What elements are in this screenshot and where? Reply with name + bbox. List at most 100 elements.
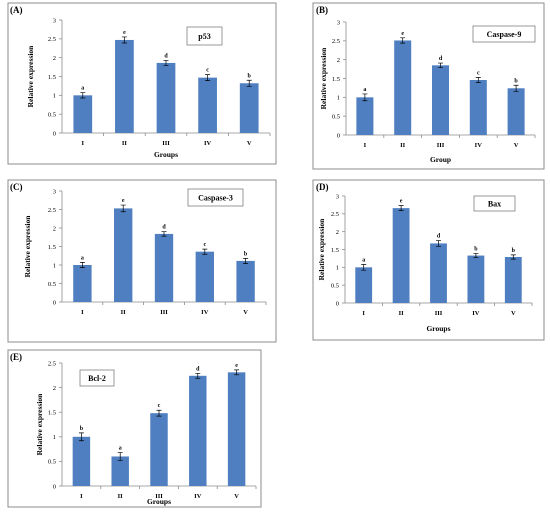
significance-letter: e <box>401 31 404 37</box>
y-axis-title: Relative expression <box>319 47 328 110</box>
error-bar <box>362 93 368 102</box>
bar-I <box>355 267 373 303</box>
significance-letter: e <box>400 199 403 205</box>
significance-letter: d <box>164 53 168 59</box>
y-tick-label: 2 <box>53 55 56 62</box>
bar-II <box>392 208 410 303</box>
x-category-label: V <box>234 493 239 500</box>
y-tick-label: 3 <box>53 17 56 24</box>
y-tick-label: 2.5 <box>48 207 56 214</box>
y-tick-label: 2.5 <box>331 211 339 218</box>
x-category-label: V <box>243 309 248 316</box>
bar-I <box>356 97 374 135</box>
y-tick-label: 0.5 <box>331 282 339 289</box>
chart-panel-1: (A) 0 0.5 1 1.5 2 2.5 3 a Ie II d III c IV b V Relative e… <box>7 2 277 165</box>
chart-title-box <box>473 195 516 212</box>
significance-letter: a <box>363 87 366 93</box>
y-axis-title: Relative expression <box>23 215 32 278</box>
significance-letter: d <box>437 234 441 240</box>
significance-letter: c <box>158 403 161 409</box>
x-category-label: II <box>399 310 405 317</box>
bar-III <box>156 62 176 133</box>
chart-panel-2: (B) 0 0.5 1 1.5 2 2.5 3 a Ie II d III c IV b V Relative e… <box>312 2 545 170</box>
error-bar <box>78 432 84 442</box>
y-tick-label: 2 <box>53 225 56 232</box>
significance-letter: b <box>512 248 516 254</box>
bar-I <box>73 265 92 302</box>
x-category-label: II <box>122 140 128 147</box>
y-tick-label: 2.5 <box>48 36 56 43</box>
bar-III <box>430 243 447 303</box>
error-bar <box>161 231 167 237</box>
significance-letter: b <box>474 246 478 252</box>
y-tick-label: 0 <box>337 132 340 139</box>
error-bar <box>475 77 481 83</box>
error-bar <box>513 84 519 92</box>
x-category-label: II <box>121 309 127 316</box>
y-tick-label: 2 <box>337 57 340 64</box>
bar-I <box>73 95 93 133</box>
significance-letter: c <box>203 242 206 248</box>
error-bar <box>246 79 252 87</box>
x-category-label: V <box>247 140 252 147</box>
y-tick-label: 2 <box>53 385 56 392</box>
x-category-label: I <box>362 310 365 317</box>
significance-letter: a <box>81 255 84 261</box>
panel-label: (A) <box>10 5 23 15</box>
error-bar <box>205 74 211 81</box>
x-axis-title: Groups <box>154 150 178 159</box>
bar-II <box>115 39 134 133</box>
significance-letter: b <box>244 251 248 257</box>
chart-title-box <box>472 25 536 43</box>
x-category-label: IV <box>194 493 202 500</box>
y-tick-label: 0.5 <box>332 113 340 120</box>
x-axis-title: Groups <box>147 497 171 506</box>
chart-title-box <box>186 26 223 46</box>
chart-title-box <box>187 188 244 207</box>
x-category-label: IV <box>204 140 212 147</box>
y-tick-label: 0 <box>53 130 56 137</box>
significance-letter: c <box>477 70 480 76</box>
bar-IV <box>467 255 485 303</box>
significance-letter: d <box>162 225 166 231</box>
error-bar <box>121 36 127 44</box>
x-category-label: V <box>514 142 519 149</box>
error-bar <box>234 369 240 376</box>
error-bar <box>400 37 406 44</box>
x-category-label: II <box>118 493 124 500</box>
chart-title: Caspase-9 <box>487 30 522 39</box>
x-category-label: III <box>160 309 168 316</box>
bar-III <box>431 65 450 135</box>
bar-II <box>394 40 412 135</box>
y-tick-label: 0.5 <box>48 111 56 118</box>
y-tick-label: 3 <box>337 19 340 26</box>
bar-V <box>504 256 522 303</box>
x-category-label: I <box>82 140 85 147</box>
y-tick-label: 2.5 <box>332 38 340 45</box>
significance-letter: e <box>122 198 125 204</box>
significance-letter: b <box>248 73 252 79</box>
y-tick-label: 1 <box>53 434 56 441</box>
error-bar <box>436 240 441 247</box>
y-tick-label: 2 <box>336 229 339 236</box>
y-tick-label: 1 <box>337 95 340 102</box>
chart-panel-4: (D) 0 0.5 1 1.5 2 2.5 3 a Ie II d III b IV b V Relative e… <box>312 179 545 341</box>
error-bar <box>117 452 123 461</box>
chart-title: Caspase-3 <box>198 194 233 203</box>
y-tick-label: 0 <box>336 300 339 307</box>
bar-V <box>227 372 246 486</box>
x-axis-title: Groups <box>426 324 450 333</box>
x-category-label: III <box>435 310 443 317</box>
significance-letter: e <box>235 363 238 369</box>
y-tick-label: 0.5 <box>48 281 56 288</box>
bar-III <box>154 233 174 302</box>
x-category-label: I <box>80 493 83 500</box>
y-tick-label: 1.5 <box>48 74 56 81</box>
panel-frame <box>7 2 277 165</box>
bar-V <box>239 83 259 133</box>
significance-letter: a <box>119 446 122 452</box>
panel-label: (E) <box>10 352 22 362</box>
significance-letter: b <box>514 78 518 84</box>
y-tick-label: 0 <box>53 299 56 306</box>
